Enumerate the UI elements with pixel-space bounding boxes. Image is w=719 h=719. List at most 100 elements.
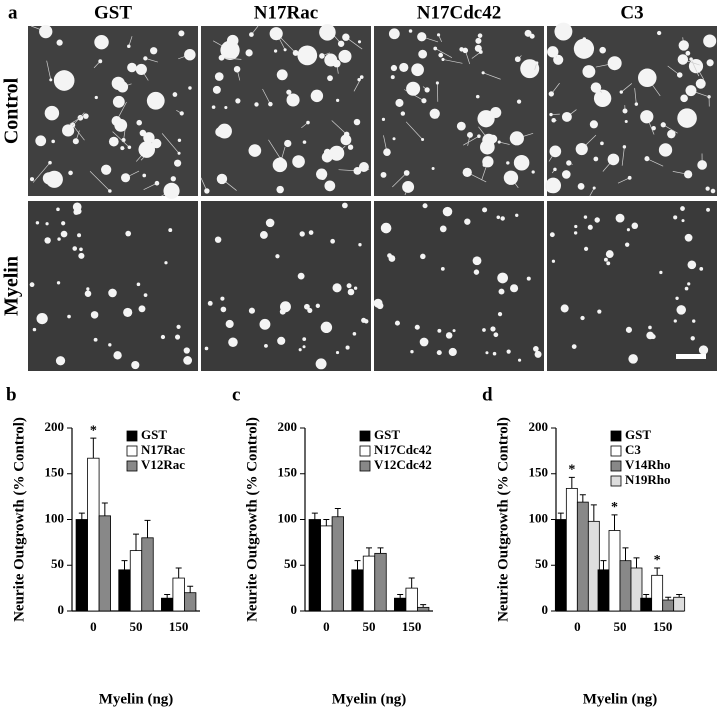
cell: [264, 343, 268, 348]
cell: [524, 29, 532, 37]
cell: [498, 288, 505, 295]
cell: [123, 307, 133, 317]
cell: [381, 117, 386, 121]
cell: [580, 315, 585, 321]
cell: [628, 354, 638, 364]
cell: [217, 123, 232, 139]
cell: [388, 28, 400, 40]
cell: [83, 113, 89, 119]
cell: [402, 181, 415, 193]
cell: [273, 49, 278, 53]
neurite: [89, 170, 111, 192]
cell: [710, 188, 716, 194]
bar: [129, 550, 143, 612]
cell: [308, 230, 314, 235]
cell: [342, 202, 348, 209]
neurite: [442, 59, 463, 64]
cell: [687, 282, 691, 286]
cell: [624, 119, 628, 123]
cell: [419, 337, 429, 347]
neurite: [621, 146, 625, 166]
cell: [431, 167, 435, 171]
legend-label: N17Rac: [141, 442, 185, 457]
cell: [353, 167, 362, 175]
cell: [685, 50, 691, 56]
cell: [143, 56, 148, 61]
cell: [165, 186, 173, 194]
cell: [513, 154, 530, 171]
cell: [680, 206, 685, 211]
y-axis-label: Neurite Outgrowth (% Control): [11, 417, 27, 622]
cell: [646, 331, 655, 340]
cell: [529, 33, 535, 39]
cell: [353, 118, 361, 126]
micrograph: [28, 24, 198, 199]
cell: [506, 161, 510, 165]
cell: [57, 237, 61, 241]
cell: [573, 38, 595, 59]
cell: [624, 242, 630, 247]
cell: [605, 250, 614, 258]
cell: [497, 140, 501, 144]
cell: [248, 144, 262, 157]
cell: [292, 50, 299, 56]
cell: [321, 151, 333, 163]
bar: [662, 599, 675, 612]
legend-label: N19Rho: [625, 472, 671, 487]
cell: [587, 224, 593, 230]
cell: [284, 139, 292, 148]
panel-label: d: [482, 384, 493, 405]
cell: [392, 137, 396, 141]
cell: [656, 30, 662, 36]
cell: [307, 307, 313, 314]
cell: [496, 215, 501, 220]
cell: [575, 142, 588, 156]
cell: [343, 131, 350, 138]
neurite: [405, 121, 423, 140]
error-bar: [377, 547, 384, 554]
cell: [35, 135, 47, 147]
cell: [485, 351, 489, 355]
cell: [659, 270, 663, 275]
cell: [490, 326, 496, 332]
bar: [405, 587, 418, 612]
cell: [678, 40, 689, 51]
y-axis-label: Neurite Outgrowth (% Control): [495, 417, 511, 622]
cell: [136, 282, 141, 287]
bar: [417, 606, 430, 612]
x-tick-label: 0: [90, 619, 97, 634]
cell: [482, 163, 487, 167]
cell: [422, 203, 428, 209]
cell: [658, 143, 673, 157]
y-tick-label: 150: [45, 465, 65, 480]
legend-label: GST: [625, 427, 651, 442]
cell: [437, 328, 442, 333]
error-bar: [611, 514, 618, 531]
error-bar: [334, 508, 341, 517]
cell: [706, 59, 714, 67]
micrograph: [28, 201, 198, 371]
cell: [477, 134, 481, 138]
cell: [560, 304, 569, 313]
micrograph-background: [374, 26, 544, 196]
cell: [441, 57, 445, 61]
legend-swatch: [359, 445, 371, 457]
cell: [131, 360, 140, 370]
cell: [108, 343, 112, 347]
cell: [78, 252, 85, 259]
cell: [254, 102, 259, 107]
cell: [72, 138, 79, 145]
row-label: Myelin: [1, 256, 23, 316]
bar: [308, 519, 321, 612]
cell: [51, 139, 55, 144]
cell: [577, 183, 585, 190]
x-axis-label: Myelin (ng): [583, 691, 658, 707]
error-bar: [90, 437, 97, 459]
cell: [408, 29, 413, 33]
neurite: [161, 133, 180, 154]
cell: [304, 303, 310, 310]
micrograph: [374, 26, 544, 196]
cell: [259, 318, 271, 330]
cell: [177, 138, 182, 143]
